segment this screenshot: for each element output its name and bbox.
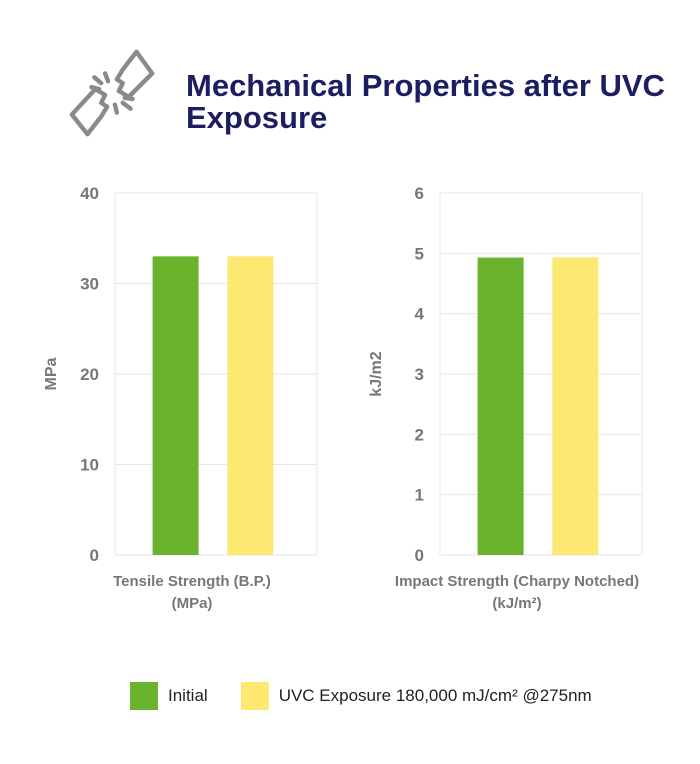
legend-label-initial: Initial	[168, 686, 208, 705]
tensile-bar-uvc	[227, 256, 274, 555]
tensile-chart-xlabel: Tensile Strength (B.P.) (MPa)	[32, 571, 352, 615]
legend: Initial UVC Exposure 180,000 mJ/cm² @275…	[130, 681, 625, 711]
tensile-ytick-label: 40	[80, 184, 99, 203]
impact-chart-xlabel-line2: (kJ/m²)	[492, 595, 542, 612]
impact-chart-xlabel-line1: Impact Strength (Charpy Notched)	[394, 573, 640, 590]
impact-ytick-label: 4	[415, 305, 425, 324]
tensile-ytick-label: 30	[80, 275, 99, 294]
broken-link-icon	[69, 49, 155, 137]
legend-label-uvc: UVC Exposure 180,000 mJ/cm² @275nm	[278, 686, 592, 705]
impact-bar-uvc	[552, 257, 599, 555]
tensile-chart-xlabel-line1: Tensile Strength (B.P.)	[113, 573, 271, 590]
tensile-ytick-label: 0	[90, 546, 99, 565]
tensile-chart: 0 10 20 30 40 MPa Tensile Strength (B.P.) (MP…	[32, 176, 352, 636]
legend-swatch-uvc	[240, 682, 269, 710]
tensile-chart-plot: 0 10 20 30 40 MPa	[43, 184, 318, 565]
impact-ytick-label: 5	[415, 244, 424, 263]
legend-swatch-initial	[130, 682, 158, 710]
impact-chart: 0 1 2 3 4 5 6 kJ/m2 Impact Strength (Charpy Not…	[357, 176, 677, 636]
page-title: Mechanical Properties after UVC Exposure	[186, 68, 665, 135]
tensile-ylabel: MPa	[43, 357, 60, 390]
impact-ytick-label: 3	[415, 365, 424, 384]
impact-ylabel: kJ/m2	[368, 351, 385, 396]
impact-ytick-label: 2	[415, 425, 424, 444]
impact-ytick-label: 1	[415, 486, 424, 505]
tensile-chart-xlabel-line2: (MPa)	[171, 595, 213, 612]
tensile-ytick-label: 10	[80, 456, 99, 475]
impact-ytick-label: 6	[415, 184, 424, 203]
impact-ytick-label: 0	[415, 546, 424, 565]
tensile-bar-initial	[152, 256, 199, 555]
header: Mechanical Properties after UVC Exposure	[62, 44, 682, 154]
legend-item-uvc: UVC Exposure 180,000 mJ/cm² @275nm	[240, 682, 592, 710]
legend-item-initial: Initial	[130, 682, 208, 710]
impact-chart-plot: 0 1 2 3 4 5 6 kJ/m2	[368, 184, 643, 565]
tensile-ytick-label: 20	[80, 365, 99, 384]
impact-bar-initial	[477, 257, 524, 555]
impact-chart-xlabel: Impact Strength (Charpy Notched) (kJ/m²)	[357, 571, 677, 615]
